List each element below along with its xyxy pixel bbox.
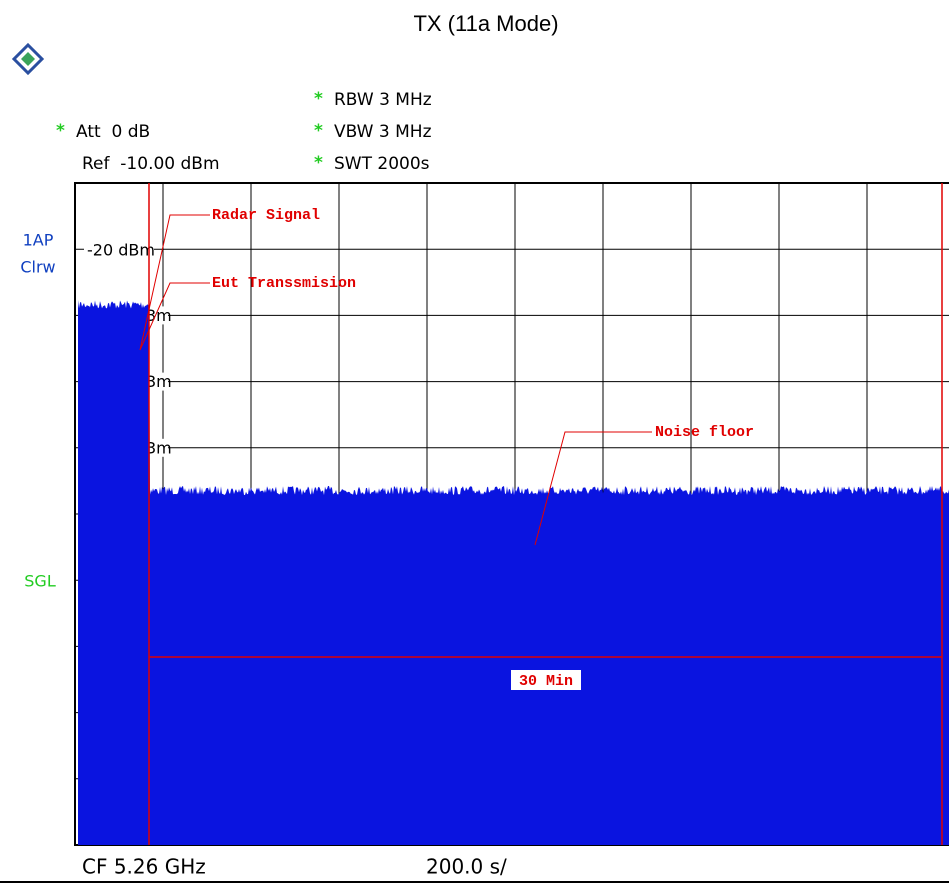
label-bg (146, 372, 168, 391)
center-frequency: CF 5.26 GHz (82, 855, 206, 879)
label-bg (84, 240, 154, 260)
logo (11, 42, 45, 76)
leader (139, 282, 210, 351)
marker: * (314, 153, 323, 173)
trace: 1AP (23, 231, 54, 250)
annotation: Noise floor (655, 424, 754, 441)
title: TX (11a Mode) (413, 11, 558, 36)
level-label: 3m (146, 306, 172, 325)
marker: * (56, 121, 65, 141)
label-bg (146, 306, 168, 325)
annotation: 30 Min (519, 673, 573, 690)
level-label: -20 dBm (87, 241, 155, 260)
level-label: 3m (146, 372, 172, 391)
span: 200.0 s/ (426, 855, 507, 879)
vbw: VBW 3 MHz (334, 122, 432, 142)
leader (534, 431, 652, 546)
leader (139, 214, 210, 351)
label-bg (146, 438, 168, 457)
label-bg (511, 670, 581, 690)
att: Att 0 dB (76, 122, 150, 142)
mode: Clrw (20, 258, 55, 277)
annotation: Eut Transsmision (212, 275, 356, 292)
ref: Ref -10.00 dBm (82, 154, 220, 174)
sweep: SGL (24, 572, 56, 591)
rbw: RBW 3 MHz (334, 90, 432, 110)
annotation: Radar Signal (212, 207, 320, 224)
marker: * (314, 121, 323, 141)
trace (78, 300, 949, 845)
marker: * (314, 89, 323, 109)
level-label: 3m (146, 438, 172, 457)
plot: -20 dBm 3m 3m 3m Radar Signal Eut Transsmisio… (74, 182, 949, 846)
swt: SWT 2000s (334, 154, 430, 174)
